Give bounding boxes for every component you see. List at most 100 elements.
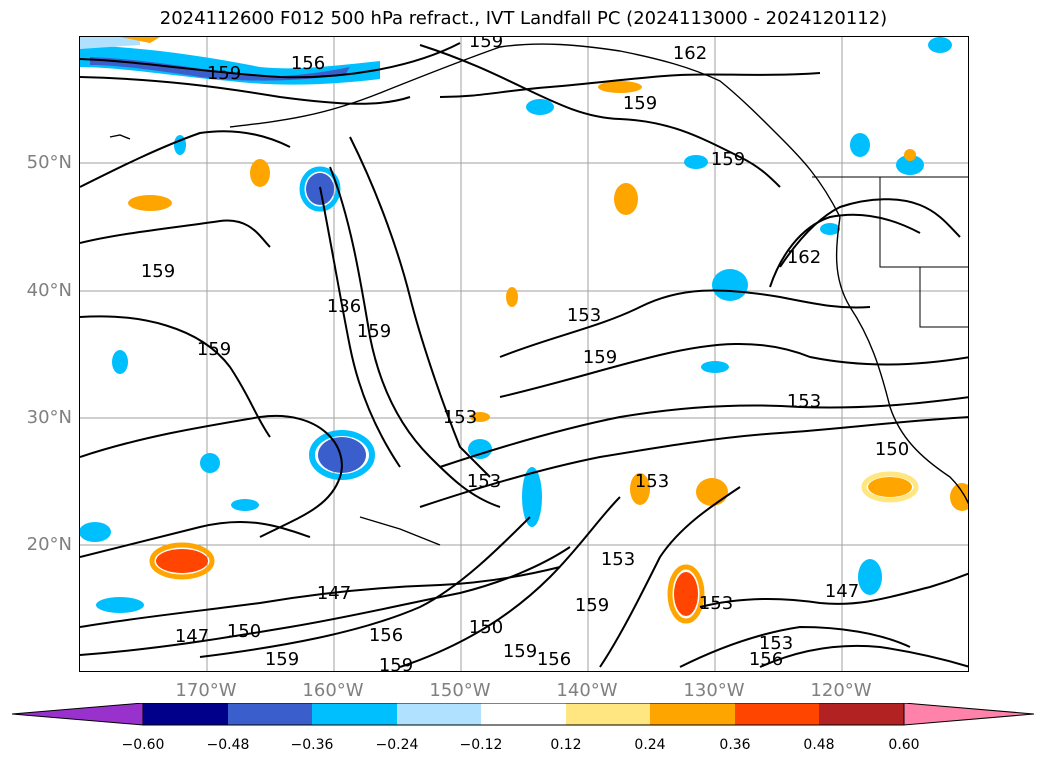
contour-24 [759,644,968,668]
contour-lines [80,42,968,668]
map-plot-area: 159 156 162 159 159 159 162 159 136 159 … [79,36,969,672]
colorbar-bin-6 [566,703,650,725]
contour-label: 153 [567,305,601,326]
contour-3 [80,130,291,188]
neg-anomaly-top [80,37,140,49]
contour-label: 159 [357,321,391,342]
contour-6 [419,44,781,188]
contour-label: 159 [623,93,657,114]
contour-8 [349,136,491,478]
pos-anomaly-se-halo [861,471,919,503]
contour-label: 156 [749,649,783,670]
neg-anomaly-635 [701,361,729,373]
neg-anomaly-165 [231,499,259,511]
contour-labels: 159 156 162 159 159 159 162 159 136 159 … [141,37,909,672]
neg-anomaly-ne3 [896,155,924,175]
pos-anomaly-e [950,483,968,511]
contour-1 [80,42,461,79]
contour-22 [699,572,968,608]
neg-anomaly-central [318,437,366,473]
colorbar-bin-3 [312,703,397,725]
contour-21 [599,486,741,668]
contour-9 [329,166,501,508]
coast-islands-1 [109,134,131,140]
pos-anomaly-546 [614,183,638,215]
graticule [80,37,968,671]
contour-label: 153 [635,471,669,492]
pos-anomaly-central-s [674,572,698,616]
contour-label: 159 [265,649,299,670]
coastlines [109,43,968,546]
contour-label: 159 [575,595,609,616]
colorbar-bin-4 [397,703,481,725]
contour-label: 156 [369,625,403,646]
contour-label: 153 [787,391,821,412]
contour-label: 153 [699,593,733,614]
neg-anomaly-650 [712,269,748,301]
colorbar-tick: 0.24 [634,737,666,753]
contour-16 [80,521,311,558]
colorbar-tick: 0.36 [719,737,751,753]
contour-label: 156 [291,53,325,74]
neg-anomaly-400 [468,439,492,459]
neg-anomaly-ne [928,37,952,53]
lat-label-40n: 40°N [26,280,72,301]
colorbar [12,703,1035,726]
contour-label: 159 [503,641,537,662]
colorbar-tick: −0.24 [375,737,419,753]
lon-label-130w: 130°W [683,680,745,701]
pos-anomaly-830 [904,149,916,161]
pos-anomaly-central-s-halo [667,564,705,624]
lon-label-160w: 160°W [302,680,364,701]
contour-label: 162 [673,43,707,64]
pos-anomaly-w-s-halo [149,542,215,580]
coast-westcoast [835,216,968,505]
colorbar-tick: −0.60 [121,737,165,753]
contour-label: 159 [469,37,503,52]
neg-anomaly-ne2 [850,133,870,157]
contour-label: 159 [141,261,175,282]
pos-anomaly-w-s [156,549,208,573]
colorbar-extend-low [12,703,144,726]
neg-anomaly-130 [200,453,220,473]
contour-23 [679,625,911,668]
contour-14 [419,416,968,508]
neg-anomaly-790 [858,559,882,595]
colorbar-tick: 0.12 [550,737,582,753]
neg-anomaly-35n [112,350,128,374]
lat-label-50n: 50°N [26,152,72,173]
pos-anomaly-180 [250,159,270,187]
contour-11 [499,289,871,358]
colorbar-bin-8 [735,703,819,725]
pos-anomaly-540 [598,81,642,93]
colorbar-tick: −0.48 [206,737,250,753]
shaded-anomalies [80,37,968,624]
contour-20 [399,496,621,668]
colorbar-tick: 0.48 [803,737,835,753]
contour-label: 159 [583,347,617,368]
contour-12 [499,342,968,398]
lat-label-20n: 20°N [26,534,72,555]
lon-label-140w: 140°W [556,680,618,701]
colorbar-bin-1 [143,703,228,725]
colorbar-bin-2 [228,703,312,725]
contour-label: 147 [175,626,209,647]
pos-anomaly-se [868,477,912,497]
neg-anomaly-mid [526,99,554,115]
contour-label: 150 [469,617,503,638]
lon-label-170w: 170°W [175,680,237,701]
neg-anomaly-450 [522,467,542,527]
contour-label: 153 [601,549,635,570]
contour-15 [80,414,343,538]
colorbar-tick: −0.12 [459,737,503,753]
lon-label-120w: 120°W [810,680,872,701]
colorbar-extend-high [903,703,1035,726]
contour-label: 153 [443,407,477,428]
border-states-2 [919,267,968,328]
colorbar-tick: 0.60 [888,737,920,753]
pos-anomaly-top [120,37,160,43]
colorbar-bin-9 [819,703,904,725]
contour-label: 159 [379,655,413,672]
contour-label: 159 [711,149,745,170]
contour-label: 162 [787,247,821,268]
